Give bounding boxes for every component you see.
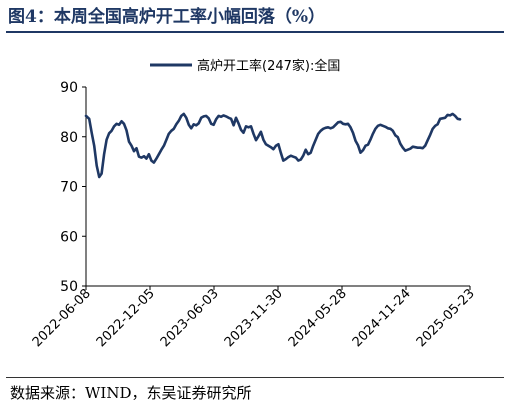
x-tick-label: 2024-05-28 bbox=[286, 286, 350, 350]
legend-label: 高炉开工率(247家):全国 bbox=[197, 58, 340, 74]
y-tick-label: 70 bbox=[60, 180, 78, 196]
axes bbox=[85, 87, 470, 287]
y-tick-label: 80 bbox=[60, 130, 78, 146]
source-divider bbox=[6, 377, 504, 378]
series-line bbox=[84, 112, 462, 179]
x-axis-ticks: 2022-06-08 2022-12-05 2023-06-03 2023-11-30… bbox=[30, 286, 478, 350]
x-tick-label: 2022-06-08 bbox=[30, 286, 94, 350]
legend: 高炉开工率(247家):全国 bbox=[150, 58, 340, 74]
x-tick-label: 2025-05-23 bbox=[414, 286, 478, 350]
y-tick-label: 50 bbox=[60, 279, 78, 295]
y-axis-ticks: 50 60 70 80 90 bbox=[60, 80, 86, 295]
chart-title: 图4：本周全国高炉开工率小幅回落（%） bbox=[8, 7, 325, 27]
x-tick-label: 2022-12-05 bbox=[94, 286, 158, 350]
line-chart: 高炉开工率(247家):全国 50 60 70 80 90 2022-06-08 2022… bbox=[30, 58, 478, 350]
title-divider bbox=[6, 31, 504, 33]
x-tick-label: 2023-11-30 bbox=[222, 286, 286, 350]
y-tick-label: 90 bbox=[60, 80, 78, 96]
y-tick-label: 60 bbox=[60, 229, 78, 245]
source-note: 数据来源：WIND，东吴证券研究所 bbox=[10, 384, 252, 402]
x-tick-label: 2023-06-03 bbox=[158, 286, 222, 350]
x-tick-label: 2024-11-24 bbox=[350, 286, 414, 350]
